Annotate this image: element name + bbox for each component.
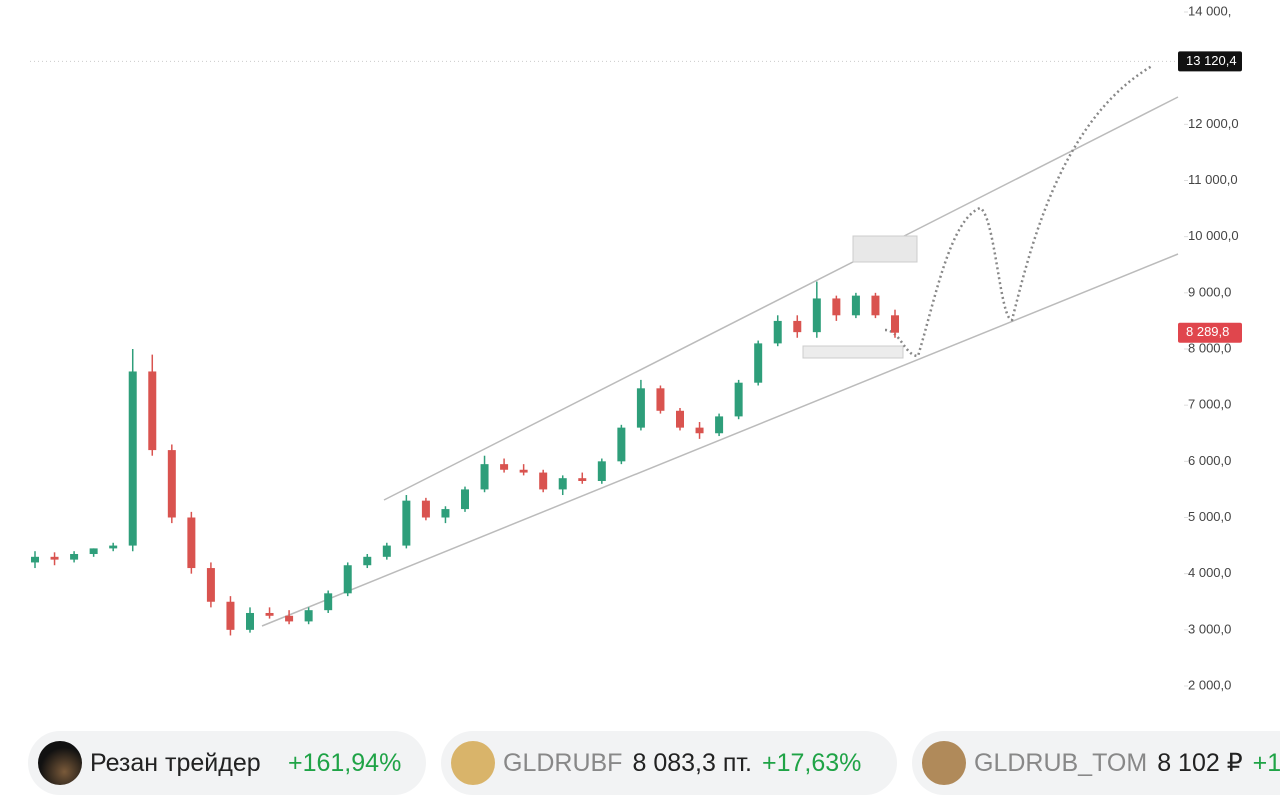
y-tick-label: 11 000,0	[1188, 172, 1238, 187]
gold-icon	[922, 741, 966, 785]
chip-price: 8 102 ₽	[1157, 749, 1243, 777]
channel-bottom	[261, 253, 1179, 627]
candle-body	[246, 612, 254, 630]
candle-body	[695, 427, 704, 434]
candle-body	[187, 517, 196, 569]
y-tick-label: 14 000,	[1188, 3, 1231, 18]
candle-body	[636, 388, 645, 428]
candle-body	[597, 461, 606, 481]
y-tick-label: 9 000,0	[1188, 284, 1231, 299]
candle-body	[812, 298, 821, 333]
chip-name: Резан трейдер	[90, 748, 261, 777]
candle-body	[773, 320, 782, 344]
avatar	[38, 741, 82, 785]
candle-body	[89, 548, 98, 555]
candle-body	[167, 450, 176, 518]
y-tick-label: 3 000,0	[1188, 621, 1231, 636]
candle-body	[461, 489, 469, 510]
annotations	[261, 64, 1179, 627]
candle-body	[31, 556, 39, 563]
gold-icon	[451, 741, 495, 785]
candle-body	[50, 556, 59, 560]
chip[interactable]: GLDRUB_TOM 8 102 ₽ +1	[912, 731, 1280, 795]
candle-body	[656, 388, 665, 411]
candle-body	[324, 593, 333, 611]
candle-body	[382, 545, 391, 557]
zone-box	[802, 345, 904, 359]
chip-change: +1	[1252, 748, 1280, 777]
chip[interactable]: Резан трейдер +161,94%	[28, 731, 426, 795]
candle-body	[539, 472, 548, 490]
candle-body	[832, 298, 841, 316]
candle-body	[421, 500, 430, 518]
chip-price: 8 083,3 пт.	[632, 748, 752, 777]
chip-change: +161,94%	[288, 748, 402, 777]
candle-body	[500, 464, 509, 470]
y-tick-label: 12 000,0	[1188, 116, 1239, 131]
chip-change: +17,63%	[762, 748, 862, 777]
candle-body	[851, 295, 860, 316]
y-tick-label: 4 000,0	[1188, 565, 1231, 580]
chart: 2 000,0 3 000,0 4 000,0 5 000,0 6 000,0 7 000…	[30, 3, 1242, 692]
candle-body	[793, 320, 802, 333]
candle-body	[285, 615, 294, 622]
candle-body	[128, 371, 137, 546]
chip-ticker: GLDRUBF	[503, 748, 623, 777]
candle-body	[109, 545, 118, 549]
y-tick-label: 5 000,0	[1188, 509, 1231, 524]
candle-body	[617, 427, 626, 462]
y-tick-label: 6 000,0	[1188, 453, 1231, 468]
candle-body	[363, 556, 372, 566]
candle-body	[480, 464, 489, 490]
candle-body	[343, 565, 352, 594]
candle-body	[304, 610, 313, 622]
chip[interactable]: GLDRUBF 8 083,3 пт. +17,63%	[441, 731, 897, 795]
price-badge-label: 8 289,8	[1186, 324, 1229, 339]
candle-body	[558, 478, 567, 490]
price-badge	[1178, 51, 1242, 72]
candle-body	[519, 469, 528, 473]
candle-body	[148, 371, 157, 451]
y-tick-label: 8 000,0	[1188, 340, 1231, 355]
y-tick-label: 10 000,0	[1188, 228, 1239, 243]
candle-body	[402, 500, 411, 546]
y-tick-label: 7 000,0	[1188, 397, 1231, 412]
candle-body	[754, 343, 763, 383]
candle-body	[676, 410, 684, 428]
projection-path	[884, 64, 1153, 358]
candle-body	[265, 612, 274, 616]
candle-body	[226, 601, 235, 630]
candle-body	[70, 554, 79, 560]
candle-body	[734, 382, 743, 417]
y-tick-label: 2 000,0	[1188, 677, 1231, 692]
chip-ticker: GLDRUB_TOM	[974, 748, 1148, 777]
channel-top	[383, 96, 1179, 501]
price-badge-label: 13 120,4	[1186, 53, 1237, 68]
zone-box	[852, 235, 918, 263]
candle-body	[441, 509, 450, 518]
candle-body	[715, 416, 724, 434]
candle-body	[891, 315, 899, 333]
candle-body	[206, 568, 215, 602]
candle-body	[578, 478, 587, 481]
candle-body	[871, 295, 880, 316]
price-badge	[1178, 322, 1242, 343]
